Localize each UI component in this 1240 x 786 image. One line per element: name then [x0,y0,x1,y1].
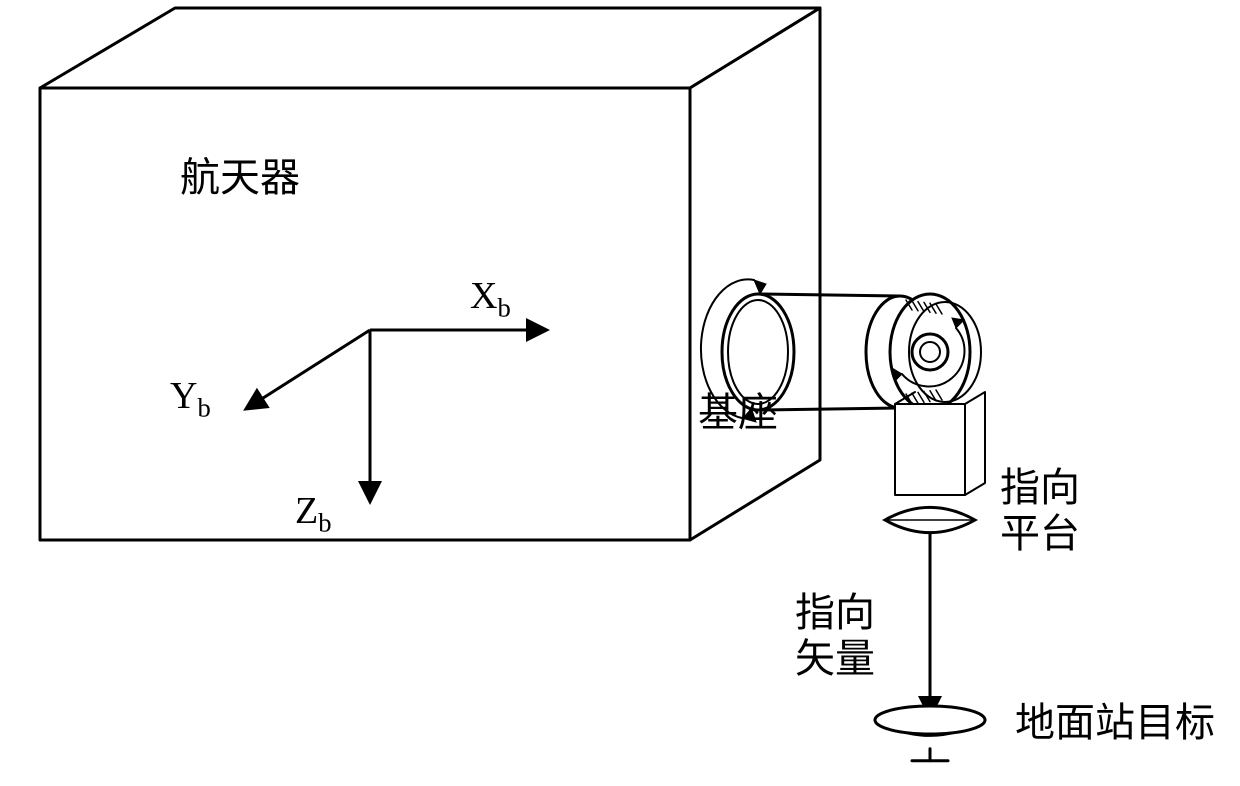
axis-x-label: Xb [470,275,511,323]
axis-y-label: Yb [170,375,211,423]
ground-station-label: 地面站目标 [1015,700,1215,746]
axis-z-label: Zb [295,490,332,538]
pointing-vector-label: 指向矢量 [795,590,875,682]
base-label: 基座 [698,390,778,436]
spacecraft-label: 航天器 [180,155,300,201]
pointing-platform-label: 指向平台 [1000,465,1080,557]
